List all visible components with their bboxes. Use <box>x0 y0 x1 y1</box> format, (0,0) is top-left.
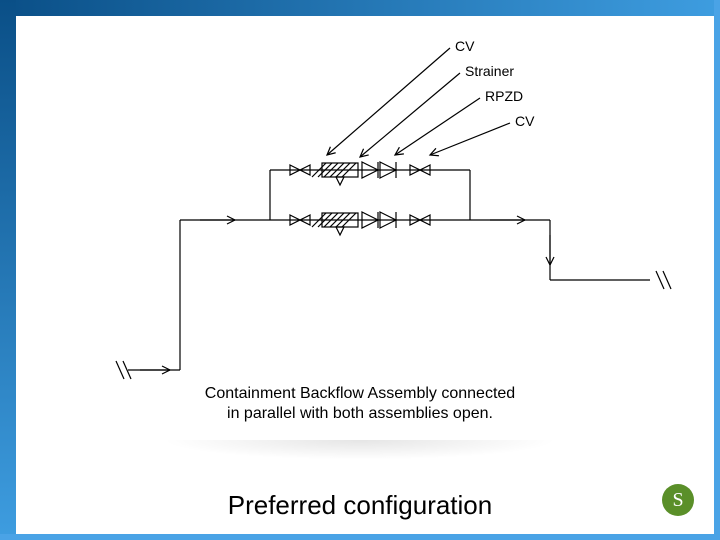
frame-border-top <box>0 0 720 16</box>
diagram-caption-line1: Containment Backflow Assembly connected <box>60 385 660 403</box>
frame-border-left <box>0 0 16 540</box>
diagram-caption-line2: in parallel with both assemblies open. <box>60 405 660 423</box>
label-strainer: Strainer <box>465 63 514 79</box>
slide: CV Strainer RPZD CV Containment Backflow… <box>0 0 720 540</box>
diagram: CV Strainer RPZD CV Containment Backflow… <box>60 20 660 450</box>
label-cv-top: CV <box>455 38 474 54</box>
frame-border-right <box>714 0 720 540</box>
frame-border-bottom <box>0 534 720 540</box>
slide-title: Preferred configuration <box>0 490 720 521</box>
label-cv-right: CV <box>515 113 534 129</box>
label-rpzd: RPZD <box>485 88 523 104</box>
slide-badge: S <box>662 484 694 516</box>
